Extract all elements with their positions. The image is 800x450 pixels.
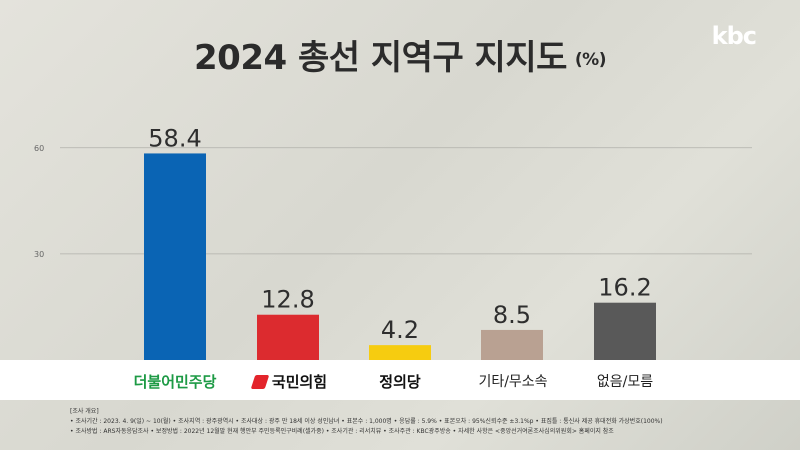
category-label-other: 기타/무소속: [443, 371, 583, 391]
bar-value-label: 16.2: [598, 274, 651, 302]
category-label-text: 국민의힘: [271, 373, 328, 391]
title-text: 2024 총선 지역구 지지도: [194, 38, 567, 78]
kbc-logo: kbc: [711, 22, 757, 50]
y-tick-label: 60: [34, 144, 44, 153]
bar: [481, 329, 543, 360]
survey-notes: [조사 개요] • 조사기간 : 2023. 4. 9(일) ~ 10(월) •…: [70, 407, 770, 437]
category-label-text: 정의당: [379, 373, 421, 391]
notes-line-2: • 조사방법 : ARS자동응답조사 • 보정방법 : 2022년 12월말 현…: [70, 428, 614, 435]
category-label-text: 없음/모름: [596, 374, 654, 390]
category-label-democratic: 더불어민주당: [105, 371, 245, 392]
category-band: [0, 360, 800, 400]
notes-heading: [조사 개요]: [70, 408, 99, 415]
ppp-logo-icon: [250, 375, 270, 389]
bar: [594, 302, 656, 360]
chart-title: 2024 총선 지역구 지지도 (%): [0, 30, 800, 79]
bar: [144, 153, 206, 360]
category-label-text: 기타/무소속: [478, 374, 548, 390]
bar: [369, 345, 431, 360]
category-label-none: 없음/모름: [555, 371, 695, 391]
bar: [257, 314, 319, 360]
bar-value-label: 4.2: [381, 316, 419, 344]
title-unit: (%): [574, 50, 607, 70]
y-tick-label: 30: [34, 250, 44, 259]
category-label-ppp: 국민의힘: [220, 371, 360, 392]
category-label-justice: 정의당: [330, 371, 470, 392]
category-label-text: 더불어민주당: [133, 373, 217, 391]
notes-line-1: • 조사기간 : 2023. 4. 9(일) ~ 10(월) • 조사지역 : …: [70, 418, 663, 425]
bar-value-label: 12.8: [261, 286, 314, 314]
bar-value-label: 8.5: [493, 301, 531, 329]
bar-value-label: 58.4: [148, 124, 201, 152]
